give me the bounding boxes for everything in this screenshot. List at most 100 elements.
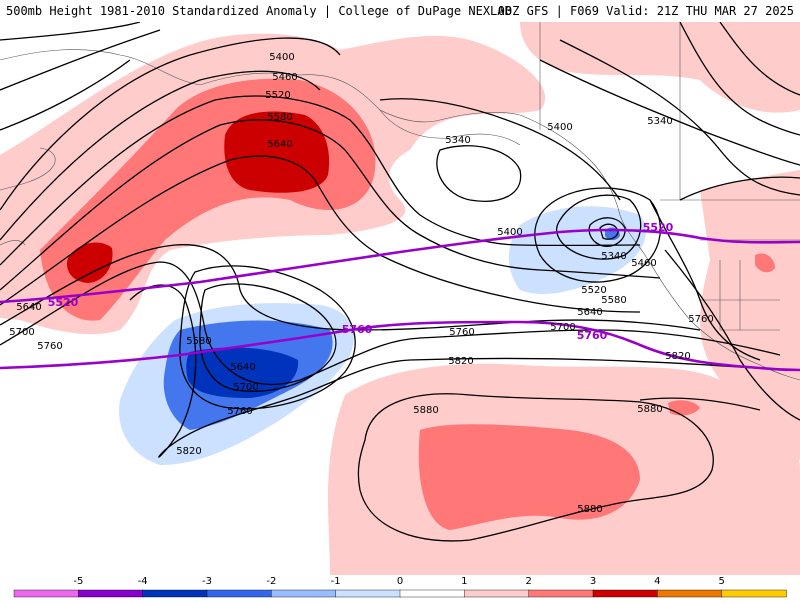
contour-5340-ring [588,217,626,247]
label-5400-gulf: 5400 [547,122,572,133]
contour-east-e [679,176,800,201]
contour-5340-ne [539,59,800,166]
colorbar-swatch [721,589,787,598]
colorbar-tick-label: 2 [525,576,532,587]
label-5880-west: 5880 [413,405,438,416]
colorbar-swatch [399,589,466,598]
label-5760-trough: 5760 [227,406,252,417]
positive-anomaly-ne [520,22,800,113]
anomaly-colorbar: -5 -4 -3 -2 -1 0 1 2 3 4 5 [0,575,800,600]
label-5340-mid: 5340 [445,135,470,146]
label-climo-5760-west: 5760 [342,323,373,336]
negative-anomaly-trough-core [186,347,299,398]
label-5700-trough: 5700 [233,382,258,393]
colorbar-tick-label: 1 [461,576,468,587]
label-climo-5520-east: 5520 [643,221,674,234]
contour-5640-north [0,155,641,313]
colorbar-tick-label: -4 [137,576,148,587]
contour-east-b [719,22,800,96]
label-5760-coast: 5760 [688,314,713,325]
colorbar-tick-label: -3 [202,576,212,587]
model-run-info: 00Z GFS | F069 Valid: 21Z THU MAR 27 202… [497,4,794,18]
contour-5400-ne [559,39,800,196]
contour-5340-gulf [436,145,522,202]
climo-5760-line [0,320,800,372]
label-5700-west: 5700 [9,327,34,338]
label-5880-east: 5880 [637,404,662,415]
contour-5700-trough [179,265,356,410]
contour-5460-ring [534,187,662,283]
label-5340-low: 5340 [601,251,626,262]
colorbar-tick-label: -5 [73,576,84,587]
contour-west-c [0,59,131,131]
colorbar-tick-label: 5 [718,576,725,587]
label-5820-east: 5820 [665,351,690,362]
colorbar-swatch [271,589,337,598]
label-5580-top: 5580 [267,112,292,123]
label-5820-trough: 5820 [176,446,201,457]
contour-5880-south [357,393,714,542]
colorbar-swatch [657,589,723,598]
contour-5400-gulf [379,98,621,201]
contour-5700-mid [0,244,701,331]
positive-anomaly-east-core [755,253,775,273]
label-5580-trough: 5580 [186,336,211,347]
contour-5460-north [0,70,321,241]
label-5760-west: 5760 [37,341,62,352]
contour-5580-north [0,119,661,291]
label-5640-trough: 5640 [230,362,255,373]
label-5400-low: 5400 [497,227,522,238]
contour-east-a [679,22,800,136]
colorbar-swatch [13,589,80,598]
label-5760-mid: 5760 [449,327,474,338]
contour-5640-trough [199,283,337,392]
label-5460-top: 5460 [272,72,297,83]
colorbar-tick-label: 3 [589,576,597,587]
colorbar-tick-label: -1 [330,576,341,587]
contour-5880-east [639,397,761,411]
label-5520-low: 5520 [581,285,606,296]
contour-5820-mid [129,284,781,458]
colorbar-swatch [206,589,273,598]
contour-5280-ring [599,223,619,240]
map-title: 500mb Height 1981-2010 Standardized Anom… [6,4,512,18]
positive-anomaly-max [224,111,330,193]
colorbar-graphic [13,589,787,598]
label-5460-low: 5460 [631,258,656,269]
label-5400-top: 5400 [269,52,294,63]
colorbar-swatch [592,589,659,598]
anomaly-shading [0,22,800,575]
colorbar-swatch [142,589,208,598]
positive-anomaly-south-core [418,424,640,530]
anomaly-map: 5400 5460 5520 5580 5640 5340 5400 5340 … [0,22,800,575]
climatology-contours [0,228,800,372]
colorbar-swatch [335,589,401,598]
header-bar: 500mb Height 1981-2010 Standardized Anom… [0,0,800,23]
label-5580-low: 5580 [601,295,626,306]
colorbar-tick-label: -2 [266,576,277,587]
label-5640-west: 5640 [16,302,41,313]
contour-5520-north [0,95,641,266]
label-5640-low: 5640 [577,307,602,318]
contour-west-b [0,29,161,91]
colorbar-tick-label: 0 [396,576,404,587]
label-5520-top: 5520 [265,90,290,101]
contour-west-a [0,22,141,41]
colorbar-swatch [464,589,530,598]
contour-5400-north [0,37,341,211]
contour-labels: 5400 5460 5520 5580 5640 5340 5400 5340 … [9,52,713,515]
label-5640-top: 5640 [267,139,292,150]
contour-east-d [664,249,800,421]
climo-5520-line [0,228,800,304]
contour-5400-ring [555,194,642,260]
label-5340-ne: 5340 [647,116,672,127]
label-climo-5520-west: 5520 [48,296,79,309]
label-climo-5760-east: 5760 [577,329,608,342]
label-5820-mid: 5820 [448,356,473,367]
colorbar-swatch [78,589,144,598]
positive-anomaly-west [66,242,113,283]
label-5880-south: 5880 [577,504,602,515]
colorbar-swatch [528,589,594,598]
height-contours [0,22,800,542]
label-5700-east: 5700 [550,322,575,333]
